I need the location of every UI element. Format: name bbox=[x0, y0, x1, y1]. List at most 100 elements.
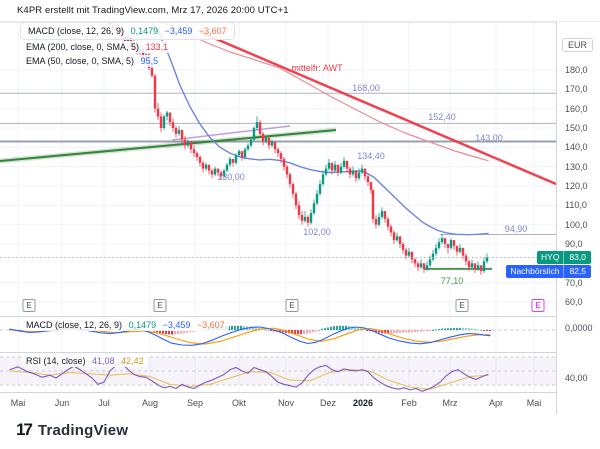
upcoming-earnings-badge[interactable]: E bbox=[531, 299, 545, 312]
time-axis[interactable]: Mai Jun Jul Aug Sep Okt Nov Dez 2026 Feb Mrz Apr Mai bbox=[0, 393, 556, 415]
earnings-badge[interactable]: E bbox=[22, 299, 36, 312]
legend-ema50[interactable]: EMA (50, close, 0, SMA, 5) 95,5 bbox=[22, 55, 163, 67]
price-axis-tick: 160,0 bbox=[565, 103, 588, 114]
time-axis-label: Feb bbox=[401, 398, 417, 408]
candle-body bbox=[243, 149, 247, 157]
macd-histogram-bar bbox=[414, 330, 416, 333]
macd-histogram-bar bbox=[459, 327, 461, 330]
macd-histogram-bar bbox=[291, 330, 293, 334]
macd-histogram-bar bbox=[465, 328, 467, 330]
candle-body bbox=[422, 263, 426, 270]
price-level-label: 152,40 bbox=[428, 112, 456, 122]
candle-body bbox=[213, 168, 217, 175]
macd-histogram-bar bbox=[294, 330, 296, 334]
macd-histogram-bar bbox=[327, 327, 329, 330]
legend-macd-top[interactable]: MACD (close, 12, 26, 9) 0,1479 −3,459 −3… bbox=[20, 22, 235, 40]
macd-histogram-bar bbox=[351, 326, 353, 330]
candle-body bbox=[210, 170, 214, 175]
earnings-badge[interactable]: E bbox=[455, 299, 469, 312]
macd-histogram-bar bbox=[342, 325, 344, 330]
macd-histogram-bar bbox=[339, 325, 341, 330]
candle-body bbox=[282, 158, 286, 167]
macd-histogram-bar bbox=[249, 326, 251, 330]
postmarket-price-badge: Nachbörslich 82,5 bbox=[506, 265, 591, 278]
macd-histogram-bar bbox=[270, 330, 272, 331]
macd-histogram-bar bbox=[426, 330, 428, 331]
time-axis-label: Jul bbox=[98, 398, 110, 408]
macd-histogram-bar bbox=[255, 327, 257, 330]
candle-body bbox=[336, 164, 340, 173]
candle-body bbox=[204, 164, 208, 169]
trendline-name-label: mittelfr: AWT bbox=[291, 63, 343, 73]
earnings-badge[interactable]: E bbox=[285, 299, 299, 312]
candle-body bbox=[216, 168, 220, 173]
candle-body bbox=[440, 238, 444, 243]
candle-body bbox=[165, 112, 169, 117]
time-axis-label: 2026 bbox=[352, 398, 374, 408]
candle-body bbox=[464, 255, 468, 262]
candle-body bbox=[225, 164, 229, 171]
price-axis-tick: 150,0 bbox=[565, 122, 588, 133]
macd-histogram-bar bbox=[171, 330, 173, 335]
candle-body bbox=[434, 247, 438, 254]
candle-body bbox=[401, 243, 405, 250]
macd-histogram-bar bbox=[357, 327, 359, 330]
macd-histogram-bar bbox=[471, 328, 473, 330]
legend-ema200[interactable]: EMA (200, close, 0, SMA, 5) 133,1 bbox=[22, 41, 173, 53]
macd-histogram-bar bbox=[468, 328, 470, 330]
candle-body bbox=[446, 243, 450, 248]
candle-body bbox=[195, 153, 199, 157]
macd-histogram-bar bbox=[243, 326, 245, 330]
macd-histogram-bar bbox=[174, 330, 176, 335]
macd-histogram-bar bbox=[297, 330, 299, 335]
macd-histogram-bar bbox=[282, 330, 284, 333]
price-axis-tick: 110,0 bbox=[565, 200, 587, 211]
time-axis-label: Aug bbox=[141, 398, 159, 408]
macd-histogram-bar bbox=[330, 326, 332, 330]
candle-body bbox=[189, 141, 193, 150]
candle-body bbox=[201, 162, 205, 169]
legend-macd-pane-hist-value: 0,1479 bbox=[128, 320, 157, 330]
macd-histogram-bar bbox=[183, 330, 185, 334]
earnings-badge[interactable]: E bbox=[153, 299, 167, 312]
candle-body bbox=[330, 162, 334, 171]
candle-body bbox=[306, 216, 310, 223]
legend-ema200-label: EMA (200, close, 0, SMA, 5) bbox=[26, 42, 140, 52]
price-callout-label: 102,00 bbox=[303, 227, 331, 237]
legend-macd-top-macd-value: −3,459 bbox=[164, 26, 193, 36]
trendline bbox=[0, 129, 337, 162]
candle-body bbox=[264, 137, 268, 142]
candle-body bbox=[413, 259, 417, 264]
candle-body bbox=[159, 116, 163, 128]
ema50-line bbox=[150, 22, 489, 236]
tradingview-logo[interactable]: 17 TradingView bbox=[16, 420, 128, 440]
legend-rsi-pane[interactable]: RSI (14, close) 41,08 42,42 bbox=[22, 355, 148, 367]
price-axis-tick: 170,0 bbox=[565, 84, 588, 95]
time-axis-label: Sep bbox=[186, 398, 204, 408]
price-callout-label: 134,40 bbox=[357, 151, 385, 161]
candle-body bbox=[374, 218, 378, 225]
macd-histogram-bar bbox=[402, 330, 404, 333]
macd-histogram-bar bbox=[354, 326, 356, 330]
legend-macd-top-signal-value: −3,607 bbox=[198, 26, 227, 36]
price-callout-label: 130,00 bbox=[217, 172, 245, 182]
time-axis-label: Jun bbox=[54, 398, 70, 408]
tradingview-logo-icon: 17 bbox=[16, 420, 33, 439]
candle-body bbox=[252, 127, 256, 140]
price-axis-tick: 70,0 bbox=[565, 277, 583, 288]
candle-body bbox=[237, 151, 241, 156]
price-axis[interactable]: EUR 180,0 170,0 160,0 150,0 140,0 130,0 120,0 1… bbox=[556, 22, 600, 414]
tradingview-logo-text: TradingView bbox=[37, 421, 129, 439]
candle-body bbox=[407, 251, 411, 256]
macd-histogram-bar bbox=[168, 330, 170, 335]
candle-body bbox=[333, 164, 337, 171]
macd-histogram-bar bbox=[375, 330, 377, 333]
macd-histogram-bar bbox=[435, 329, 437, 331]
candle-body bbox=[360, 168, 364, 173]
macd-zero-axis-label: 0,0000 bbox=[565, 323, 593, 333]
candle-body bbox=[425, 265, 429, 270]
price-level-label: 168,00 bbox=[352, 83, 380, 93]
legend-macd-pane[interactable]: MACD (close, 12, 26, 9) 0,1479 −3,459 −3… bbox=[22, 319, 229, 331]
macd-histogram-bar bbox=[228, 325, 230, 330]
